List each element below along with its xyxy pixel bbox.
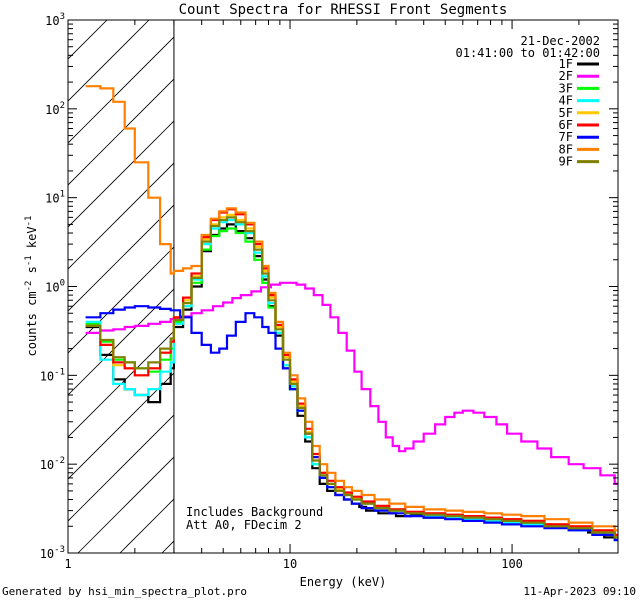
y-tick-label: 101 bbox=[45, 190, 65, 206]
y-tick-label: 10-1 bbox=[40, 367, 65, 383]
legend-label-5f: 5F bbox=[559, 106, 573, 120]
hatch-line bbox=[68, 162, 174, 270]
hatch-line bbox=[68, 204, 174, 312]
x-tick-label: 1 bbox=[64, 557, 71, 571]
chart-title: Count Spectra for RHESSI Front Segments bbox=[179, 2, 508, 18]
time-range-label: 01:41:00 to 01:42:00 bbox=[456, 46, 601, 60]
legend-label-8f: 8F bbox=[559, 142, 573, 156]
excluded-energy-hatching bbox=[68, 20, 174, 553]
series-line-9f bbox=[85, 216, 618, 539]
y-tick-label: 100 bbox=[45, 279, 65, 295]
legend-label-1f: 1F bbox=[559, 57, 573, 71]
legend-label-2f: 2F bbox=[559, 69, 573, 83]
hatch-line bbox=[68, 288, 174, 396]
hatch-line bbox=[68, 414, 174, 522]
y-tick-label: 103 bbox=[45, 12, 65, 28]
hatch-line bbox=[77, 456, 174, 553]
x-tick-label: 100 bbox=[501, 557, 523, 571]
hatch-line bbox=[68, 372, 174, 480]
y-tick-label: 102 bbox=[45, 101, 65, 117]
plot-frame bbox=[67, 19, 619, 554]
x-tick-label: 10 bbox=[283, 557, 297, 571]
series-line-6f bbox=[85, 208, 618, 536]
hatch-line bbox=[68, 330, 174, 438]
y-tick-label: 10-3 bbox=[40, 545, 65, 561]
y-tick-label: 10-2 bbox=[40, 456, 65, 472]
x-axis-ticks: 1 10 100 bbox=[64, 20, 619, 571]
legend-label-3f: 3F bbox=[559, 81, 573, 95]
legend-label-7f: 7F bbox=[559, 130, 573, 144]
y-axis-label: counts cm-2 s-1 keV-1 bbox=[24, 216, 39, 357]
series-group bbox=[85, 85, 618, 542]
svg-text:counts cm-2 s-1 keV-1: counts cm-2 s-1 keV-1 bbox=[24, 216, 39, 357]
annotation-attenuator: Att A0, FDecim 2 bbox=[186, 518, 302, 532]
x-axis-label: Energy (keV) bbox=[300, 575, 387, 589]
legend-label-6f: 6F bbox=[559, 118, 573, 132]
annotation-background: Includes Background bbox=[186, 505, 323, 519]
series-line-8f bbox=[85, 85, 618, 532]
hatch-line bbox=[68, 246, 174, 354]
footer-generated-by: Generated by hsi_min_spectra_plot.pro bbox=[2, 585, 247, 598]
legend-label-4f: 4F bbox=[559, 94, 573, 108]
date-label: 21-Dec-2002 bbox=[521, 34, 600, 48]
legend-label-9f: 9F bbox=[559, 155, 573, 169]
series-line-4f bbox=[85, 218, 618, 542]
footer-timestamp: 11-Apr-2023 09:10 bbox=[523, 585, 636, 598]
y-axis-ticks: 10-3 10-2 10-1 100 101 102 103 bbox=[40, 12, 618, 561]
